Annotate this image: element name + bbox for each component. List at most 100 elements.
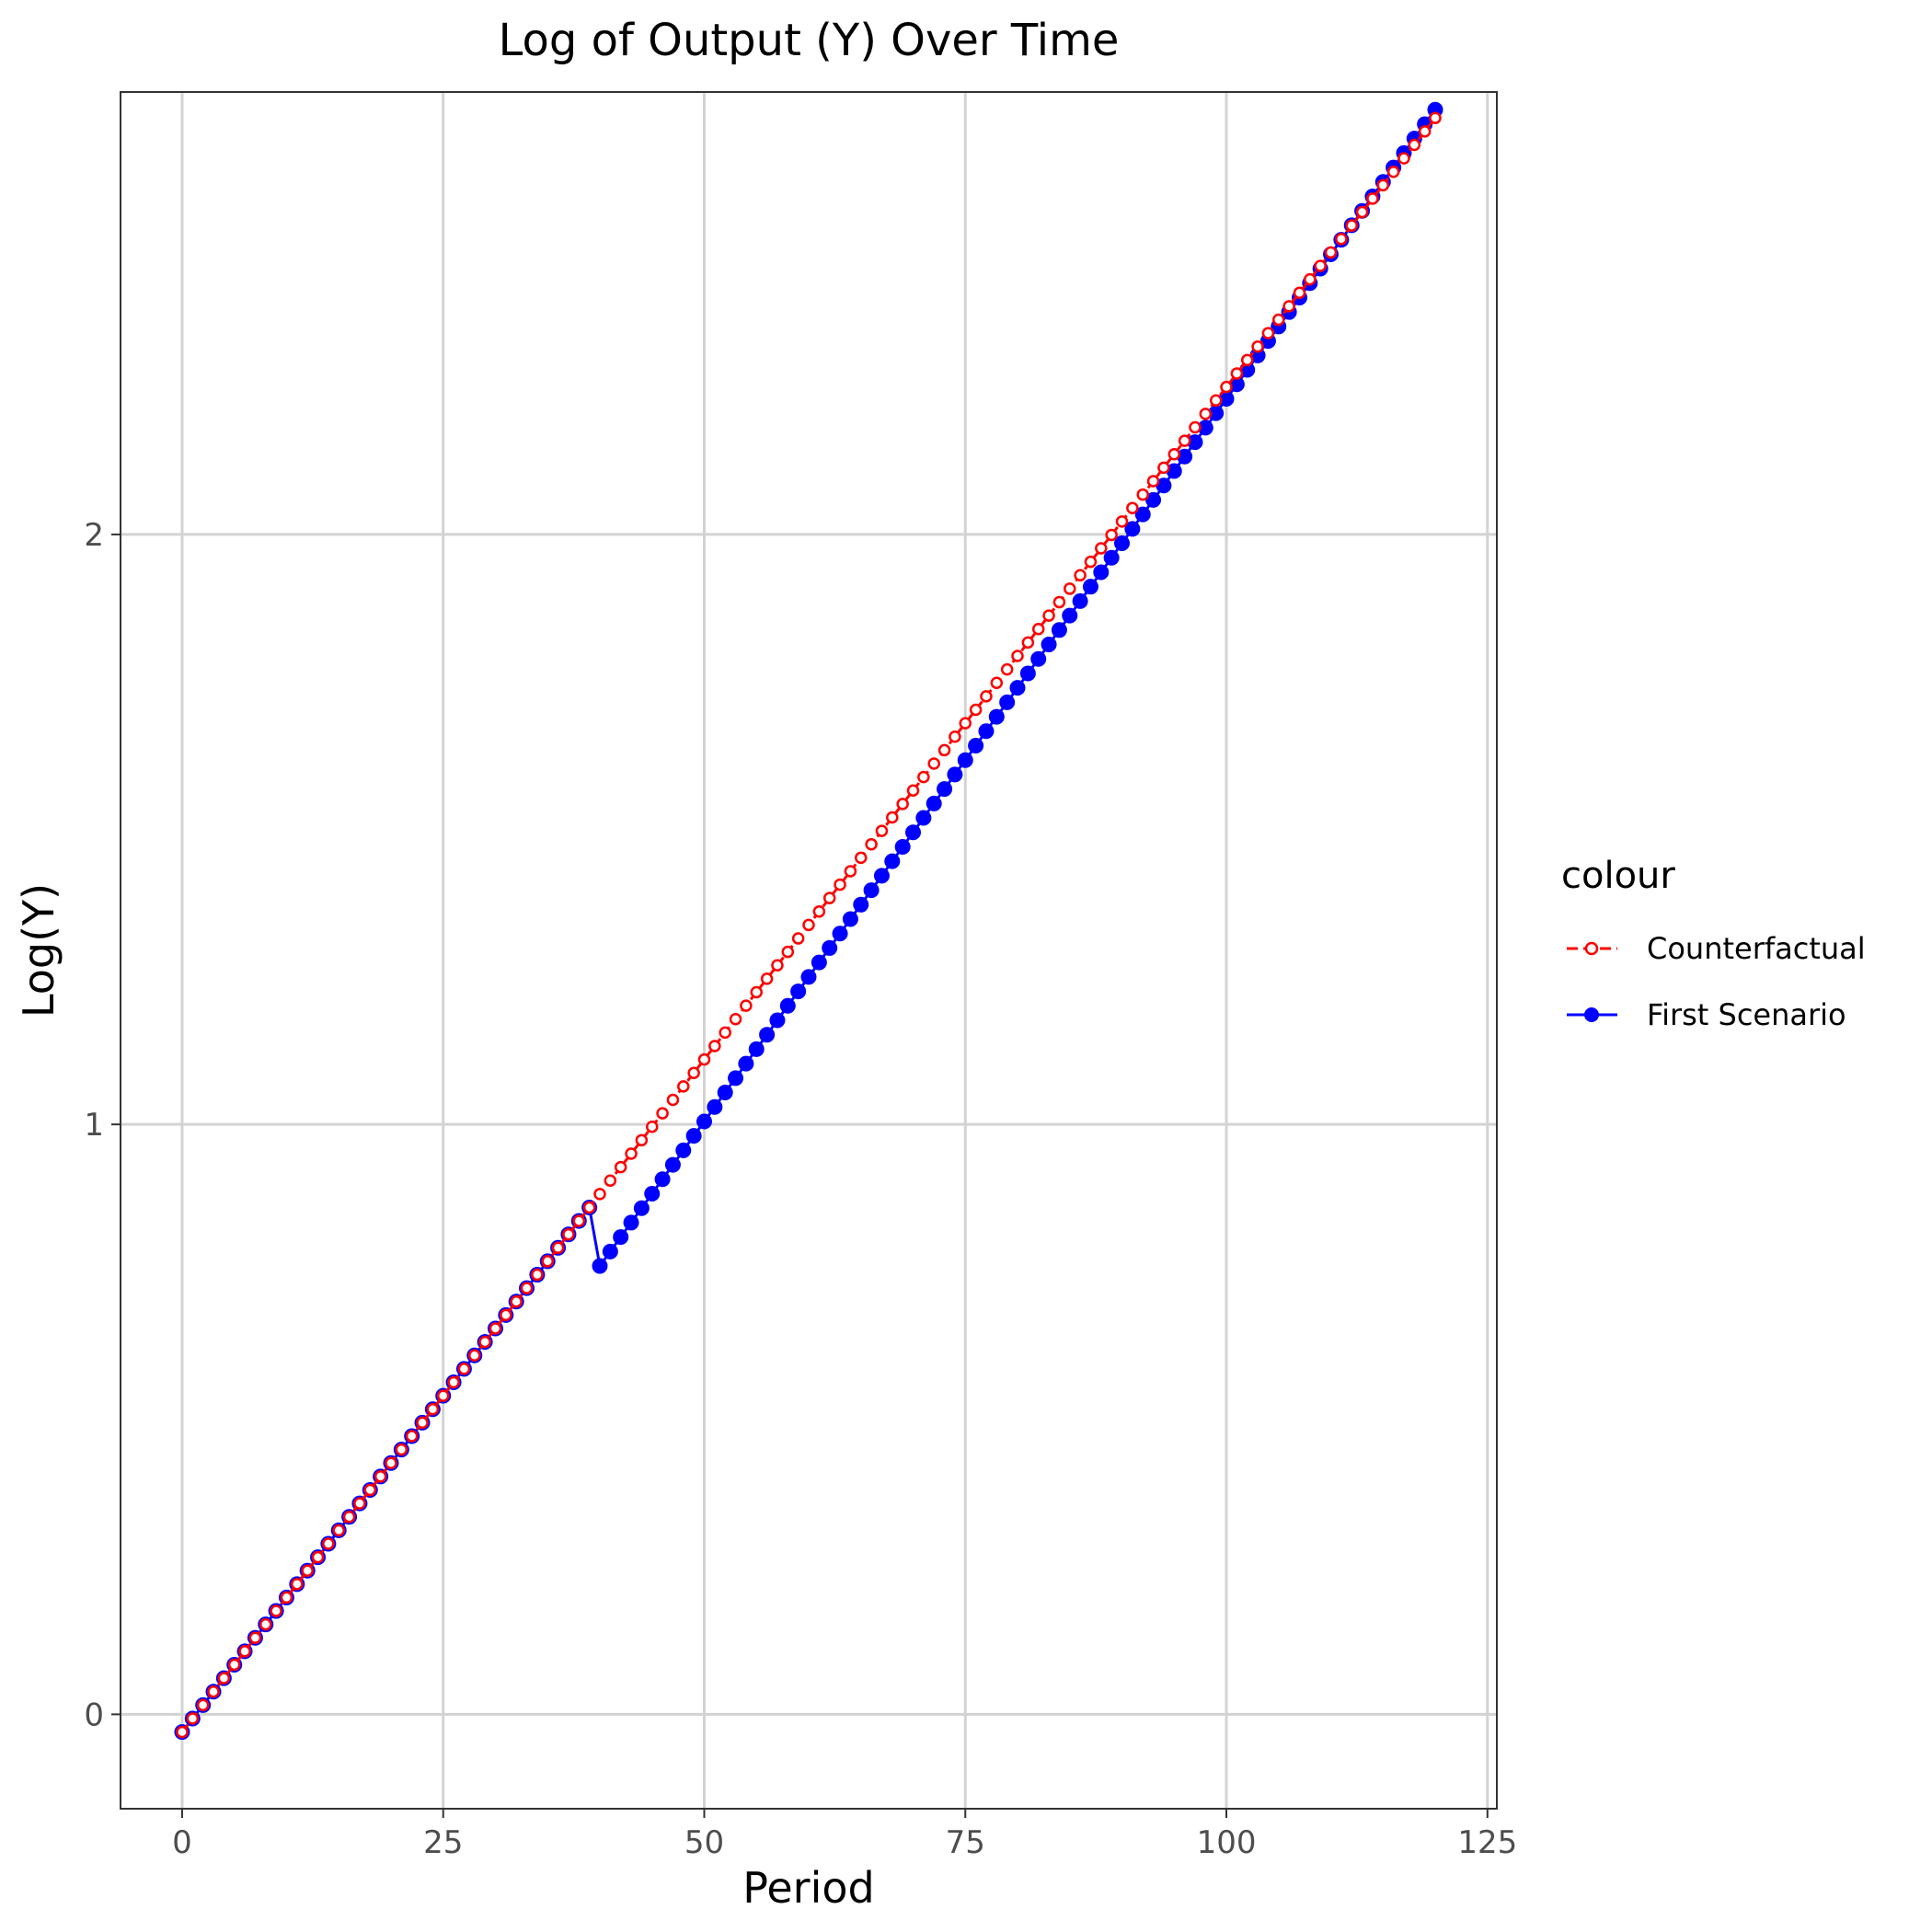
data-point-counterfactual xyxy=(1251,340,1264,353)
x-tick-label: 0 xyxy=(172,1824,192,1861)
data-point-counterfactual xyxy=(426,1403,440,1416)
data-point-counterfactual xyxy=(186,1712,200,1725)
data-point-first-scenario xyxy=(633,1200,650,1216)
data-point-first-scenario xyxy=(894,838,911,855)
data-point-first-scenario xyxy=(664,1156,681,1173)
data-point-first-scenario xyxy=(738,1055,754,1072)
data-point-counterfactual xyxy=(886,811,899,824)
x-tick-label: 25 xyxy=(423,1824,463,1861)
data-point-counterfactual xyxy=(1230,367,1244,380)
data-point-counterfactual xyxy=(645,1120,659,1133)
data-point-counterfactual xyxy=(1031,623,1045,636)
data-point-counterfactual xyxy=(280,1591,293,1604)
data-point-counterfactual xyxy=(1240,353,1254,367)
data-point-counterfactual xyxy=(635,1133,649,1147)
data-point-first-scenario xyxy=(811,954,827,971)
data-point-counterfactual xyxy=(374,1470,387,1483)
data-point-counterfactual xyxy=(593,1188,606,1201)
data-point-counterfactual xyxy=(311,1550,325,1564)
data-point-first-scenario xyxy=(1072,592,1088,609)
data-point-counterfactual xyxy=(541,1255,554,1268)
data-point-counterfactual xyxy=(1126,501,1139,514)
data-point-counterfactual xyxy=(489,1322,502,1335)
data-point-counterfactual xyxy=(677,1080,690,1093)
data-point-counterfactual xyxy=(1105,528,1118,542)
legend-key-counterfactual xyxy=(1567,941,1617,956)
data-point-counterfactual xyxy=(1189,420,1202,434)
data-point-counterfactual xyxy=(906,784,920,797)
data-point-counterfactual xyxy=(582,1201,596,1214)
data-point-counterfactual xyxy=(1095,542,1108,555)
data-point-first-scenario xyxy=(842,911,858,927)
data-point-first-scenario xyxy=(957,752,973,768)
y-tick-label: 0 xyxy=(84,1696,104,1733)
data-point-first-scenario xyxy=(1051,622,1067,638)
data-point-first-scenario xyxy=(685,1128,702,1144)
data-point-counterfactual xyxy=(1355,205,1369,219)
data-point-first-scenario xyxy=(644,1186,661,1202)
data-point-counterfactual xyxy=(1167,447,1181,461)
data-point-counterfactual xyxy=(332,1524,345,1537)
data-point-first-scenario xyxy=(1134,506,1151,523)
data-point-counterfactual xyxy=(1293,286,1306,300)
data-point-counterfactual xyxy=(510,1295,523,1308)
data-point-counterfactual xyxy=(322,1537,335,1550)
data-point-first-scenario xyxy=(1041,637,1057,653)
data-point-counterfactual xyxy=(927,757,940,770)
data-point-counterfactual xyxy=(1199,408,1213,420)
data-point-counterfactual xyxy=(740,999,753,1012)
data-point-counterfactual xyxy=(363,1483,377,1497)
data-point-counterfactual xyxy=(687,1066,700,1079)
data-point-counterfactual xyxy=(217,1672,231,1685)
data-point-counterfactual xyxy=(896,798,909,811)
data-point-counterfactual xyxy=(562,1227,575,1241)
data-point-counterfactual xyxy=(353,1497,366,1510)
data-point-first-scenario xyxy=(1114,535,1131,552)
data-point-counterfactual xyxy=(238,1645,251,1658)
data-point-counterfactual xyxy=(656,1107,669,1120)
data-point-counterfactual xyxy=(1282,300,1295,313)
data-point-first-scenario xyxy=(968,737,984,753)
data-point-first-scenario xyxy=(937,781,953,798)
data-point-first-scenario xyxy=(696,1113,712,1130)
data-point-first-scenario xyxy=(613,1229,629,1246)
data-point-counterfactual xyxy=(625,1147,638,1160)
data-point-counterfactual xyxy=(457,1363,471,1375)
data-point-counterfactual xyxy=(822,891,836,904)
data-point-counterfactual xyxy=(604,1174,617,1187)
data-point-first-scenario xyxy=(926,795,942,811)
data-point-counterfactual xyxy=(949,730,961,743)
data-point-counterfactual xyxy=(259,1617,272,1631)
data-point-counterfactual xyxy=(1386,165,1400,178)
data-point-counterfactual xyxy=(969,703,983,717)
data-point-first-scenario xyxy=(1062,607,1078,624)
data-point-first-scenario xyxy=(717,1085,733,1101)
data-point-first-scenario xyxy=(905,824,922,841)
data-point-counterfactual xyxy=(1324,246,1338,259)
data-point-first-scenario xyxy=(832,926,848,942)
data-point-counterfactual xyxy=(1304,272,1317,286)
data-point-counterfactual xyxy=(980,690,993,703)
data-point-counterfactual xyxy=(697,1052,711,1066)
data-point-counterfactual xyxy=(1261,327,1275,339)
x-tick-label: 50 xyxy=(684,1824,724,1861)
data-point-counterfactual xyxy=(1429,111,1442,124)
data-point-first-scenario xyxy=(800,969,817,985)
data-point-counterfactual xyxy=(1335,233,1348,246)
data-point-first-scenario xyxy=(728,1070,744,1087)
data-point-counterfactual xyxy=(1408,138,1421,152)
data-point-counterfactual xyxy=(791,932,805,945)
data-point-counterfactual xyxy=(436,1389,450,1402)
x-axis-title: Period xyxy=(742,1863,874,1913)
data-point-counterfactual xyxy=(301,1564,314,1577)
data-point-counterfactual xyxy=(865,837,878,851)
x-tick-label: 100 xyxy=(1197,1824,1257,1861)
data-point-first-scenario xyxy=(873,868,890,884)
data-point-first-scenario xyxy=(759,1027,776,1043)
data-point-counterfactual xyxy=(176,1725,189,1739)
data-point-counterfactual xyxy=(1178,434,1191,447)
data-point-counterfactual xyxy=(1366,192,1379,205)
data-point-counterfactual xyxy=(666,1093,680,1107)
data-point-counterfactual xyxy=(614,1160,627,1174)
data-point-first-scenario xyxy=(592,1258,608,1274)
